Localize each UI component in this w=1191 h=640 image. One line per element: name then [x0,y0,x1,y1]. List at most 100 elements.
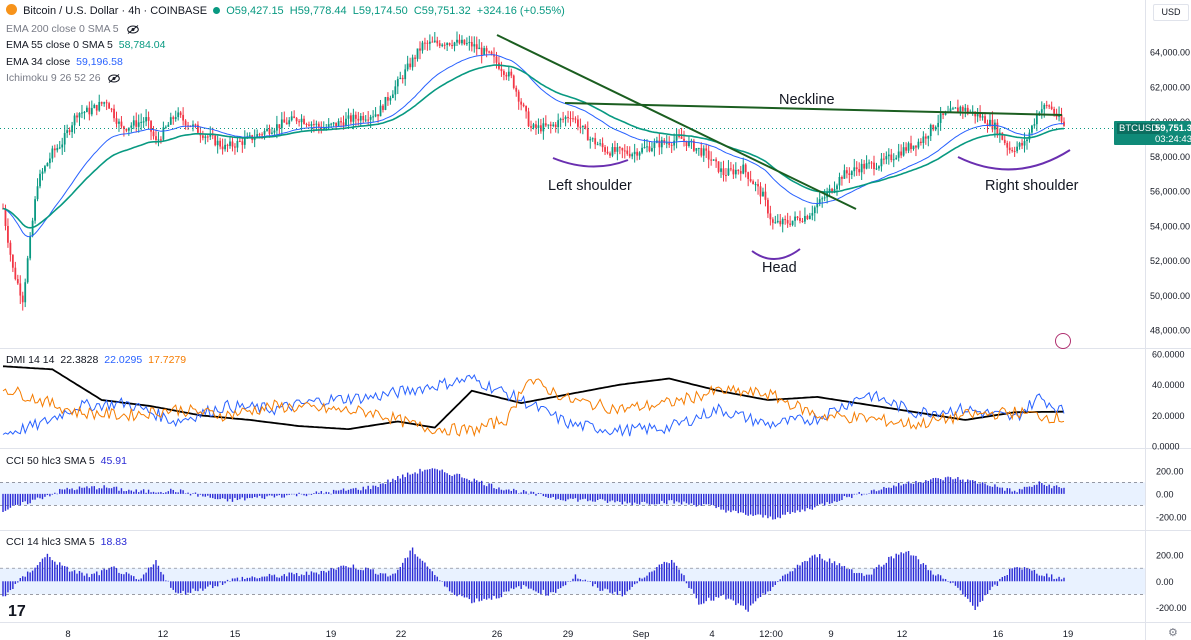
cci14-bar [811,555,814,582]
cci14-bar [320,570,322,582]
candle-body [488,51,490,53]
cci14-bar [177,581,179,594]
cci50-bar [614,493,616,503]
currency-selector[interactable]: USD [1153,4,1189,21]
candle-body [942,113,944,115]
cci50-bar [752,493,754,516]
candle-body [9,242,12,255]
cci14-bar [251,576,253,582]
cci50-bar [865,493,868,495]
cci14-bar [456,581,458,597]
cci14-bar [212,581,214,589]
cci14-bar [293,574,295,582]
cci50-bar [1021,489,1023,494]
indicator-legend-ichimoku[interactable]: Ichimoku 9 26 52 26 [6,71,121,85]
cci14-bar [796,564,799,582]
cci50-bar [268,493,271,496]
cci50-bar [1006,488,1008,494]
cci14-bar [439,580,441,582]
eye-hidden-icon[interactable] [126,24,139,34]
candle-body [266,128,268,131]
cci50-bar [135,489,137,494]
cci50-bar [897,482,900,494]
cci50-legend[interactable]: CCI 50 hlc3 SMA 5 45.91 [6,454,130,468]
cci14-bar [246,577,248,582]
cci50-bar [313,493,315,494]
cci14-bar [192,581,194,589]
neckline-label: Neckline [779,92,835,108]
settings-gear-icon[interactable]: ⚙ [1168,627,1178,639]
cci14-bar [1004,575,1006,582]
cci14-bar [688,581,690,588]
cci50-bar [767,493,769,519]
cci14-bar [73,570,76,582]
cci14-bar [382,573,384,582]
cci50-bar [392,478,394,494]
cci14-bar [836,565,838,582]
candles-group [2,31,1065,311]
cci14-bar [51,560,54,582]
cci50-bar [917,482,920,494]
cci50-bar [957,477,959,494]
cci14-bar [187,581,189,593]
candle-body [599,143,602,145]
cci14-bar [387,576,389,582]
cci50-bar [863,493,865,495]
cci14-bar [44,557,46,582]
candle-body [833,189,836,193]
candle-body [609,153,611,156]
indicator-legend-ema200[interactable]: EMA 200 close 0 SMA 5 [6,22,139,36]
cci14-bar [461,581,463,597]
cci50-bar [466,478,468,494]
cci14-bar [434,575,436,582]
cci50-bar [636,493,638,504]
candle-body [115,118,118,124]
cci14-bar [957,581,959,588]
candle-body [641,147,643,153]
dmi-legend[interactable]: DMI 14 14 22.3828 22.0295 17.7279 [6,353,189,367]
cci14-bar [298,576,300,582]
cci50-bar [1031,486,1033,494]
eye-hidden-icon[interactable] [108,73,121,83]
indicator-legend-ema55[interactable]: EMA 55 close 0 SMA 5 58,784.04 [6,38,168,52]
cci50-bar [1050,488,1053,494]
flash-alert-icon[interactable] [1055,333,1071,349]
cci50-bar [503,490,505,494]
cci50-bar [557,493,559,499]
cci14-legend[interactable]: CCI 14 hlc3 SMA 5 18.83 [6,535,130,549]
tradingview-logo[interactable]: 17 [8,603,26,620]
cci14-bar [160,571,162,582]
cci14-bar [826,561,828,582]
candle-body [752,181,755,185]
candle-body [90,108,93,115]
candle-body [648,146,651,152]
cci50-bar [1058,487,1060,494]
cci50-bar [56,493,58,495]
cci14-bar [858,572,860,582]
cci50-bar [115,486,118,494]
candle-body [78,113,81,118]
cci50-bar [814,493,816,508]
cci14-bar [125,572,128,582]
cci50-bar [799,493,801,513]
cci50-bar [500,489,503,494]
candle-body [994,122,996,130]
candle-body [473,44,476,47]
candle-body [367,119,370,121]
candle-body [897,151,900,158]
indicator-legend-ema34[interactable]: EMA 34 close 59,196.58 [6,55,126,69]
candle-body [14,267,17,280]
cci50-bar [229,493,231,499]
candle-body [280,119,283,129]
cci14-bar [172,581,174,590]
cci14-bar [113,566,115,582]
candle-body [853,167,856,172]
candle-body [424,42,426,44]
cci50-bar [1063,487,1065,494]
time-axis-tick: 22 [396,629,407,640]
candle-body [4,208,7,226]
candle-body [949,108,952,112]
candle-body [150,120,152,132]
cci50-bar [194,492,197,494]
